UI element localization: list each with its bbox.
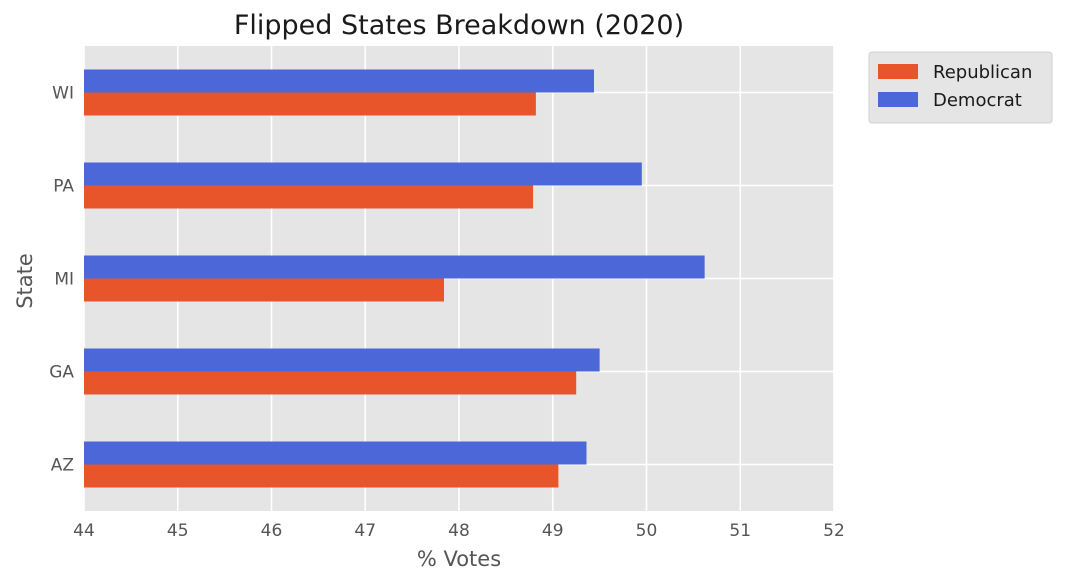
bar-democrat-ga bbox=[84, 348, 600, 372]
bars bbox=[84, 69, 705, 488]
bar-democrat-az bbox=[84, 441, 587, 465]
x-tick-label: 45 bbox=[167, 521, 189, 541]
legend-swatch-republican bbox=[878, 64, 918, 79]
bar-democrat-pa bbox=[84, 162, 642, 186]
x-tick-label: 49 bbox=[542, 521, 564, 541]
chart-title: Flipped States Breakdown (2020) bbox=[234, 10, 684, 41]
legend-label-republican: Republican bbox=[933, 62, 1032, 83]
x-tick-labels: 44 45 46 47 48 49 50 51 52 bbox=[73, 521, 845, 541]
x-tick-label: 47 bbox=[354, 521, 376, 541]
y-axis-label: State bbox=[13, 253, 37, 309]
legend-label-democrat: Democrat bbox=[933, 90, 1022, 111]
y-tick-label: AZ bbox=[51, 456, 74, 476]
y-tick-label: MI bbox=[54, 270, 74, 290]
bar-republican-wi bbox=[84, 92, 536, 116]
x-tick-label: 46 bbox=[261, 521, 283, 541]
legend: Republican Democrat bbox=[868, 51, 1053, 124]
x-tick-label: 48 bbox=[448, 521, 470, 541]
y-tick-label: GA bbox=[49, 363, 74, 383]
legend-swatch-democrat bbox=[878, 92, 918, 107]
bar-democrat-wi bbox=[84, 69, 594, 93]
bar-republican-ga bbox=[84, 371, 577, 395]
x-tick-label: 50 bbox=[636, 521, 658, 541]
x-tick-label: 44 bbox=[73, 521, 95, 541]
x-tick-label: 52 bbox=[823, 521, 845, 541]
bar-republican-pa bbox=[84, 185, 534, 209]
y-tick-label: WI bbox=[52, 84, 74, 104]
bar-republican-mi bbox=[84, 278, 444, 302]
bar-democrat-mi bbox=[84, 255, 705, 279]
x-axis-label: % Votes bbox=[417, 547, 501, 571]
y-tick-label: PA bbox=[53, 177, 74, 197]
y-tick-labels: AZ GA MI PA WI bbox=[49, 84, 74, 476]
bar-republican-az bbox=[84, 464, 559, 488]
x-tick-label: 51 bbox=[729, 521, 751, 541]
